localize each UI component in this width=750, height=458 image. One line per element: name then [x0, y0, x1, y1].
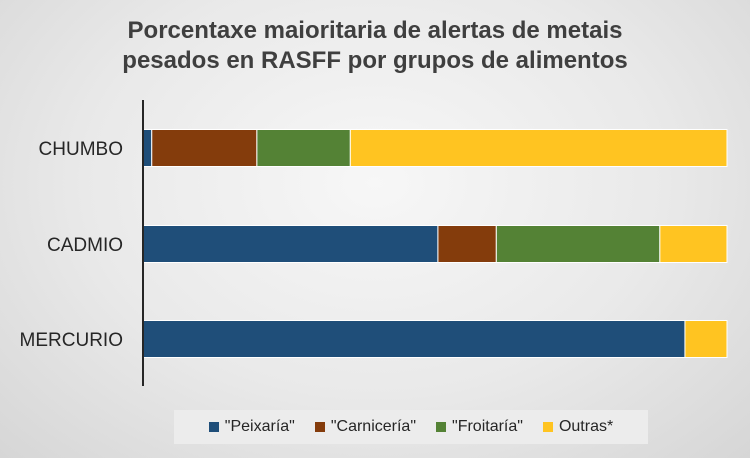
legend-label: "Froitaría"	[452, 418, 523, 435]
bar-cadmio-series-2	[437, 225, 497, 263]
legend-item-1: "Peixaría"	[208, 418, 295, 436]
bar-cadmio-series-4	[659, 225, 728, 263]
chart-title-line-2: pesados en RASFF por grupos de alimentos	[122, 47, 628, 74]
legend-label: Outras*	[558, 418, 614, 435]
legend-swatch	[314, 422, 325, 432]
bar-chumbo-series-3	[256, 129, 351, 167]
bar-cadmio-series-3	[495, 225, 661, 263]
category-label-chumbo: CHUMBO	[39, 139, 123, 160]
legend-swatch	[208, 422, 219, 432]
legend: "Peixaría" "Carnicería" "Froitaría" Outras*	[174, 410, 648, 444]
legend-label: "Peixaría"	[224, 418, 295, 435]
legend-item-2: "Carnicería"	[314, 418, 417, 436]
legend-label: "Carnicería"	[330, 418, 417, 435]
legend-swatch	[436, 422, 447, 432]
category-label-mercurio: MERCURIO	[20, 330, 123, 351]
bar-cadmio-series-1	[142, 225, 439, 263]
chart-title-line-1: Porcentaxe maioritaria de alertas de met…	[127, 17, 623, 44]
legend-swatch	[542, 422, 553, 432]
category-label-cadmio: CADMIO	[47, 235, 123, 256]
bar-mercurio-series-4	[684, 320, 728, 358]
bar-chumbo-series-2	[151, 129, 258, 167]
bar-mercurio-series-1	[142, 320, 686, 358]
legend-item-4: Outras*	[542, 418, 614, 436]
bar-chumbo-series-4	[349, 129, 728, 167]
legend-item-3: "Froitaría"	[436, 418, 523, 436]
bar-chumbo-series-1	[142, 129, 153, 167]
chart-title: Porcentaxe maioritaria de alertas de met…	[0, 16, 750, 76]
